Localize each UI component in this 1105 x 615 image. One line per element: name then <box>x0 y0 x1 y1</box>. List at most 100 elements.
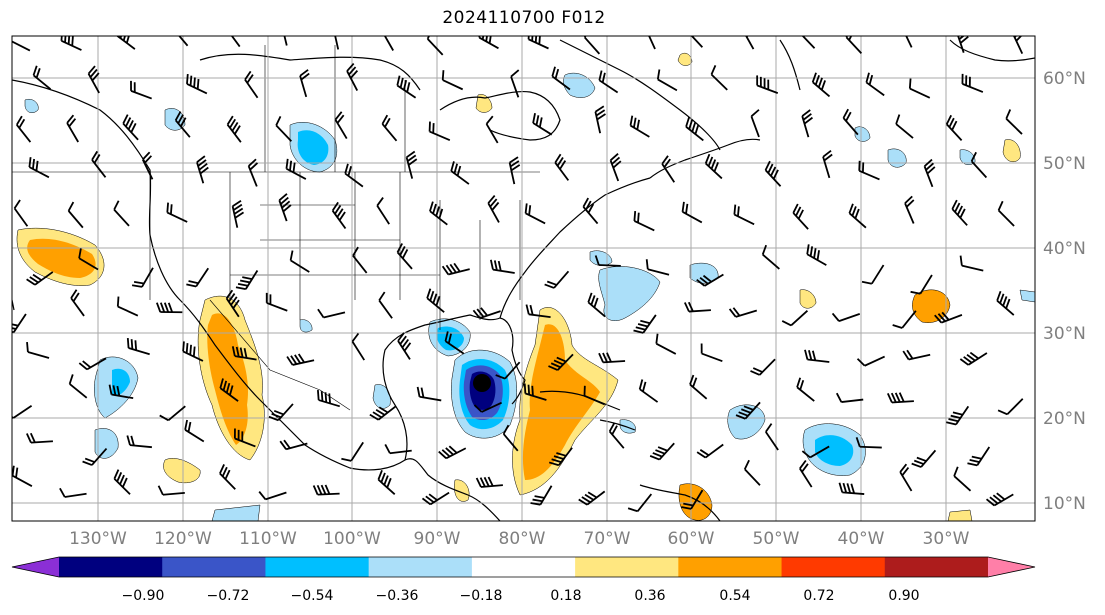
wind-barb-feather <box>941 311 950 321</box>
wind-barb-feather <box>235 286 246 291</box>
colorbar-ticks: −0.90 −0.72 −0.54 −0.36 −0.18 0.18 0.36 … <box>122 588 920 604</box>
anomaly-shading <box>16 52 1035 521</box>
wind-barb-feather <box>406 82 411 93</box>
wind-barb-feather <box>640 319 651 325</box>
wind-barb-feather <box>683 502 694 507</box>
wind-barb-feather <box>951 199 958 210</box>
wind-barb <box>113 209 130 227</box>
wind-barb <box>859 445 882 449</box>
wind-barb-feather <box>119 474 125 485</box>
wind-barb-feather <box>234 211 245 219</box>
wind-barb <box>378 299 393 319</box>
wind-barb <box>636 493 653 512</box>
wind-barb-feather <box>799 459 807 470</box>
wind-barb-feather <box>737 206 740 217</box>
wind-barb-feather <box>396 75 401 86</box>
wind-barb-feather <box>608 422 616 432</box>
colorbar-tick-label: −0.18 <box>460 588 503 604</box>
wind-barb-feather <box>453 163 459 174</box>
wind-barb-feather <box>378 406 389 414</box>
wind-barb-feather <box>456 165 462 176</box>
wind-barb-feather <box>380 472 386 483</box>
wind-barb-feather <box>317 390 320 401</box>
wind-barb-feather <box>381 114 389 125</box>
wind-barb-feather <box>134 340 138 351</box>
wind-barb-feather <box>185 343 189 354</box>
wind-barb-feather <box>822 149 832 158</box>
wind-barb-feather <box>846 483 852 494</box>
wind-barb-feather <box>813 248 817 259</box>
wind-barb-feather <box>913 459 924 465</box>
wind-barb-feather <box>283 22 291 28</box>
wind-barb <box>744 468 761 486</box>
wind-barb-feather <box>344 163 349 174</box>
wind-barb-feather <box>767 163 774 174</box>
wind-barb-feather <box>633 117 637 128</box>
wind-barb-feather <box>531 385 534 396</box>
wind-barb-feather <box>352 246 359 257</box>
colorbar-tick-label: −0.90 <box>122 588 165 604</box>
wind-barb-feather <box>324 484 331 495</box>
wind-barb-feather <box>808 350 813 361</box>
wind-barb-feather <box>696 451 707 459</box>
wind-barb-feather <box>66 114 75 124</box>
wind-barb <box>648 36 656 50</box>
wind-barb <box>701 352 723 363</box>
wind-barb-feather <box>286 356 294 366</box>
wind-barb-feather <box>297 353 305 363</box>
wind-barb-feather <box>179 117 187 127</box>
wind-barb-feather <box>159 414 169 422</box>
wind-barb-feather <box>126 337 130 349</box>
wind-barb-feather <box>488 36 492 44</box>
wind-barb-feather <box>324 392 328 403</box>
wind-barb-feather <box>601 72 606 83</box>
wind-barb-feather <box>447 333 452 344</box>
wind-barb-feather <box>713 161 719 172</box>
wind-barb-feather <box>743 405 754 411</box>
lon-label: 30°W <box>923 529 970 549</box>
wind-barb-feather <box>750 370 761 376</box>
wind-barb-feather <box>685 203 689 214</box>
wind-barb-feather <box>399 77 404 88</box>
wind-barb-feather <box>35 68 41 79</box>
wind-barb-feather <box>279 440 287 450</box>
wind-barb-feather <box>966 353 976 362</box>
wind-barb-feather <box>68 374 74 385</box>
wind-barb-feather <box>126 435 131 446</box>
wind-barb-feather <box>485 115 494 125</box>
wind-barb-feather <box>316 484 323 495</box>
wind-barb-feather <box>637 212 640 223</box>
wind-barb-feather <box>637 323 648 328</box>
wind-barb-feather <box>93 154 101 164</box>
colorbar-segment <box>59 557 163 577</box>
wind-barb-feather <box>189 344 192 355</box>
lon-label: 40°W <box>838 529 885 549</box>
wind-barb-feather <box>1005 109 1012 120</box>
wind-barb-feather <box>403 342 412 352</box>
wind-barb-feather <box>735 414 746 420</box>
wind-barb-feather <box>855 436 861 448</box>
wind-barb-feather <box>740 408 751 414</box>
wind-barb <box>78 257 99 271</box>
wind-barb-feather <box>655 333 659 344</box>
wind-barb-feather <box>926 166 936 175</box>
wind-barb-feather <box>273 410 284 416</box>
wind-barb-feather <box>538 117 543 128</box>
wind-barb-feather <box>823 153 833 162</box>
wind-barb-feather <box>685 116 690 128</box>
wind-barb-feather <box>198 162 208 171</box>
wind-barb-feather <box>886 393 893 403</box>
wind-barb-feather <box>848 36 853 41</box>
wind-barb-feather <box>689 374 695 385</box>
wind-barb-feather <box>289 250 294 261</box>
wind-barb-feather <box>587 203 595 214</box>
wind-barb-feather <box>177 114 184 124</box>
wind-barb-feather <box>835 392 843 403</box>
wind-barb-feather <box>1013 27 1020 34</box>
wind-barb <box>647 268 670 276</box>
wind-barb <box>283 36 288 46</box>
wind-barb-feather <box>902 20 909 27</box>
wind-barb-feather <box>663 158 671 168</box>
wind-barb-feather <box>475 477 482 488</box>
wind-barb <box>919 274 933 295</box>
